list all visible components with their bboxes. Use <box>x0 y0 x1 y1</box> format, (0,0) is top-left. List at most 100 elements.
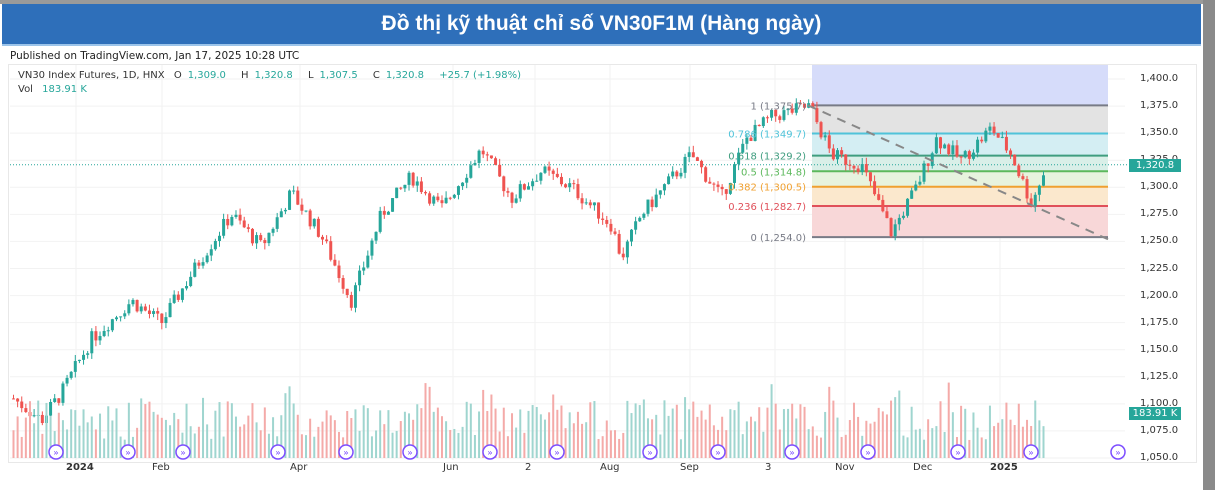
volume-bar <box>980 437 983 458</box>
candle-body <box>675 171 679 177</box>
volume-bar <box>597 439 600 458</box>
candle-body <box>358 270 362 286</box>
candle-body <box>638 217 642 222</box>
y-axis-tick: 1,175.0 <box>1140 316 1179 328</box>
candle-body <box>259 235 263 241</box>
x-axis-tick: Feb <box>152 462 170 473</box>
candle-body <box>996 133 1000 138</box>
volume-bar <box>119 436 122 458</box>
candle-body <box>321 236 324 240</box>
candle-body <box>341 278 345 289</box>
candle-body <box>728 182 732 194</box>
candle-body <box>374 231 378 241</box>
volume-bar <box>12 430 15 458</box>
volume-bar <box>646 418 649 458</box>
legend-low: L 1,307.5 <box>307 70 358 81</box>
volume-bar <box>593 401 596 458</box>
volume-bar <box>803 406 806 458</box>
volume-bar <box>758 407 761 458</box>
candle-body <box>1037 185 1041 195</box>
candle-body <box>918 181 922 185</box>
candle-body <box>176 294 180 300</box>
candle-body <box>444 197 448 204</box>
candle-body <box>963 151 967 158</box>
candle-body <box>12 398 15 400</box>
candle-body <box>535 180 539 182</box>
candle-body <box>185 286 189 289</box>
volume-bar <box>197 426 200 458</box>
volume-bar <box>90 416 93 458</box>
candle-body <box>934 137 938 154</box>
volume-bar <box>333 420 336 458</box>
candle-body <box>588 202 592 206</box>
event-icon <box>950 444 966 460</box>
candle-body <box>856 168 860 172</box>
volume-bar <box>881 411 884 458</box>
event-icon <box>482 444 498 460</box>
candle-body <box>720 186 724 190</box>
candle-body <box>304 210 308 212</box>
volume-bar <box>572 423 575 458</box>
candle-body <box>967 151 971 159</box>
candle-body <box>325 239 329 242</box>
event-icon-glyph: » <box>554 449 560 459</box>
candle-body <box>53 398 57 402</box>
volume-bar <box>185 403 188 458</box>
volume-bar <box>873 421 876 458</box>
volume-bar <box>300 434 303 458</box>
candle-body <box>349 294 353 308</box>
volume-bar <box>428 386 431 458</box>
volume-bar <box>391 432 394 458</box>
candle-body <box>213 240 217 250</box>
event-icon-glyph: » <box>180 449 186 459</box>
candle-body <box>724 189 728 194</box>
volume-bar <box>206 424 209 458</box>
volume-bar <box>461 426 464 458</box>
candle-body <box>852 165 856 169</box>
candle-body <box>1033 194 1037 207</box>
candle-body <box>234 214 238 217</box>
volume-bar <box>605 420 608 458</box>
volume-bar <box>449 429 452 458</box>
volume-bar <box>78 425 81 458</box>
candle-body <box>168 302 172 318</box>
candle-body <box>613 231 617 234</box>
volume-bar <box>329 415 332 458</box>
candle-body <box>1017 165 1021 177</box>
candle-body <box>580 198 584 204</box>
volume-bar <box>457 432 460 458</box>
volume-bar <box>465 401 468 458</box>
candle-body <box>415 181 419 186</box>
volume-bar <box>914 429 917 458</box>
volume-bar <box>939 401 942 458</box>
volume-bar <box>1017 403 1020 458</box>
candle-body <box>69 371 73 378</box>
x-axis-tick: Jun <box>443 462 459 473</box>
candle-body <box>741 143 745 153</box>
candle-body <box>230 216 234 226</box>
volume-bar <box>107 406 110 458</box>
candle-body <box>378 210 382 232</box>
volume-bar <box>482 389 485 458</box>
volume-bar <box>721 416 724 458</box>
candle-body <box>753 124 757 141</box>
fib-top-zone <box>812 65 1108 106</box>
volume-bar <box>1042 426 1045 458</box>
volume-bar <box>902 435 905 458</box>
volume-bar <box>927 419 930 458</box>
candle-body <box>559 176 563 185</box>
volume-bar <box>568 412 571 458</box>
candle-body <box>951 145 955 155</box>
candle-body <box>930 153 934 166</box>
candle-body <box>386 211 390 215</box>
event-icon-glyph: » <box>1028 449 1034 459</box>
candle-body <box>395 187 399 199</box>
volume-bar <box>684 397 687 458</box>
volume-bar <box>309 418 312 458</box>
top-strip <box>0 0 1203 4</box>
volume-bar <box>115 408 118 458</box>
candle-body <box>910 190 914 199</box>
candle-body <box>329 241 333 260</box>
legend-close: C 1,320.8 <box>372 70 425 81</box>
